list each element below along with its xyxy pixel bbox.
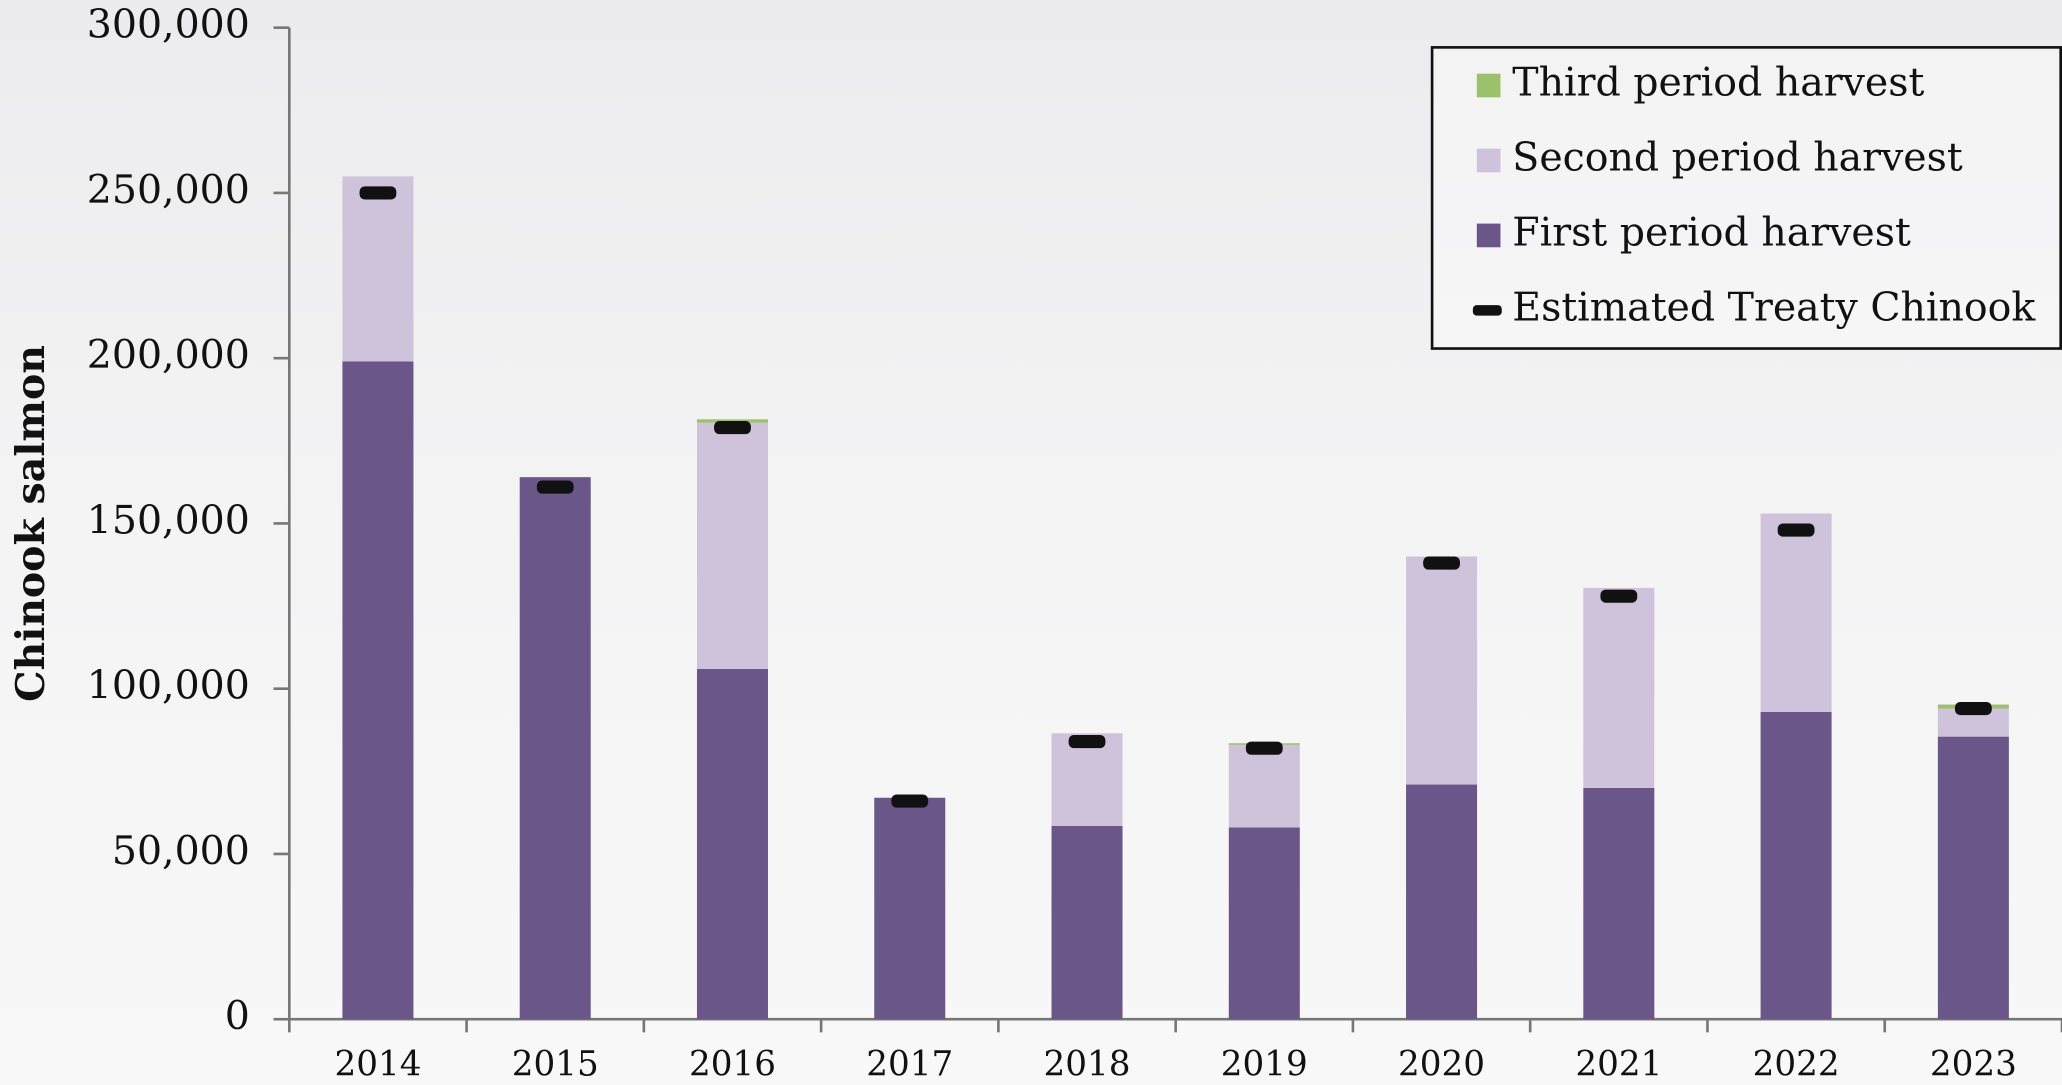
legend-swatch xyxy=(1476,73,1501,98)
bar-segment xyxy=(696,419,768,423)
y-tick-label: 100,000 xyxy=(87,663,250,709)
bar-segment xyxy=(1760,513,1832,712)
bar-segment xyxy=(1760,711,1832,1020)
treaty-marker xyxy=(1245,741,1283,755)
treaty-marker xyxy=(714,421,751,435)
y-tick-label: 300,000 xyxy=(87,2,250,48)
treaty-marker xyxy=(1954,701,1992,716)
x-tick-label: 2014 xyxy=(334,1045,421,1085)
treaty-marker xyxy=(1423,556,1460,570)
treaty-marker xyxy=(359,186,397,200)
treaty-marker xyxy=(1600,589,1638,603)
x-tick-label: 2018 xyxy=(1044,1045,1131,1085)
bar-segment xyxy=(1228,744,1300,828)
treaty-marker xyxy=(1777,523,1815,537)
x-tick-label: 2022 xyxy=(1753,1045,1840,1085)
y-tick-label: 250,000 xyxy=(87,167,250,213)
treaty-marker xyxy=(891,794,929,808)
y-tick-label: 200,000 xyxy=(87,332,250,378)
bar-segment xyxy=(1583,587,1655,788)
x-tick-label: 2023 xyxy=(1930,1045,2017,1085)
bar-segment xyxy=(1051,733,1123,826)
bar-segment xyxy=(1406,784,1478,1020)
legend-label: Estimated Treaty Chinook xyxy=(1512,284,2036,330)
bar-segment xyxy=(696,422,768,669)
x-tick-label: 2020 xyxy=(1398,1045,1485,1085)
bar-segment xyxy=(342,361,414,1020)
bar-segment xyxy=(1406,556,1478,785)
x-tick-label: 2016 xyxy=(689,1045,776,1085)
x-tick-label: 2017 xyxy=(866,1045,953,1085)
y-tick-label: 50,000 xyxy=(112,828,250,874)
bar-segment xyxy=(519,477,591,1020)
bar-segment xyxy=(1583,787,1655,1020)
y-tick-label: 150,000 xyxy=(87,497,250,543)
bar-segment xyxy=(1051,825,1123,1020)
treaty-marker xyxy=(536,480,574,494)
y-axis-label: Chinook salmon xyxy=(8,345,54,702)
legend-label: Third period harvest xyxy=(1512,60,1924,106)
bar-segment xyxy=(342,176,414,362)
legend-swatch xyxy=(1476,148,1501,173)
x-tick-label: 2015 xyxy=(512,1045,599,1085)
treaty-marker xyxy=(1068,734,1106,749)
bar-segment xyxy=(874,797,946,1020)
bar-segment xyxy=(1228,827,1300,1020)
bar-segment xyxy=(696,668,768,1020)
legend-label: First period harvest xyxy=(1512,209,1911,255)
x-tick-label: 2019 xyxy=(1221,1045,1308,1085)
legend-swatch xyxy=(1476,223,1501,248)
bar-segment xyxy=(1937,736,2009,1020)
legend-label: Second period harvest xyxy=(1512,134,1963,180)
y-tick-label: 0 xyxy=(225,993,250,1039)
legend-swatch xyxy=(1472,305,1502,316)
legend-box xyxy=(1430,46,2062,350)
x-tick-label: 2021 xyxy=(1575,1045,1662,1085)
